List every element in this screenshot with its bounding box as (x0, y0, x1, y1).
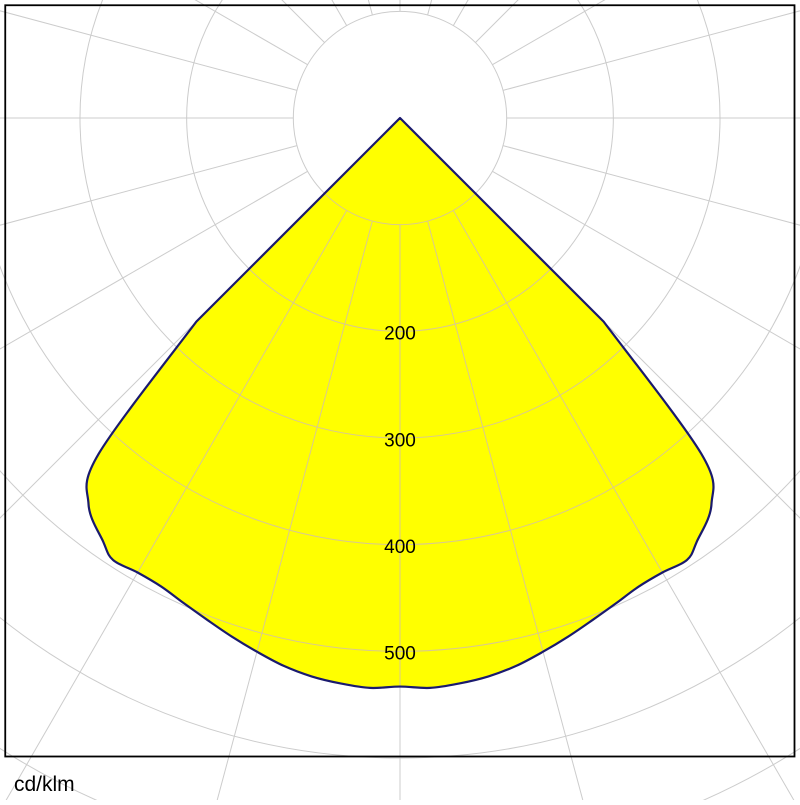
svg-text:300: 300 (384, 430, 416, 451)
svg-text:400: 400 (384, 537, 416, 558)
svg-text:200: 200 (384, 324, 416, 345)
svg-text:cd/klm: cd/klm (14, 773, 75, 796)
svg-text:500: 500 (384, 644, 416, 665)
